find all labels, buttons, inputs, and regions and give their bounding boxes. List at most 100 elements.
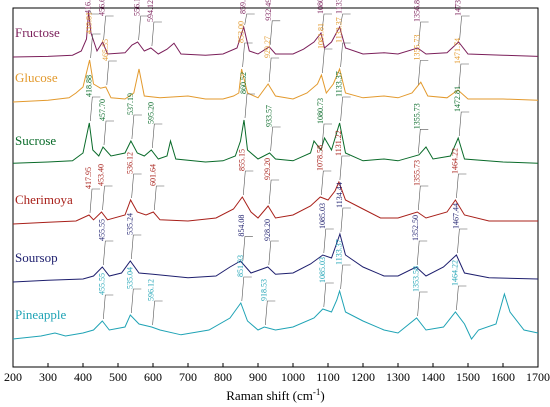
peak-marker-glucose <box>340 42 351 68</box>
peak-label-soursop: 455.55 <box>97 219 106 241</box>
peak-marker-sucrose <box>418 129 429 154</box>
series-line-pineapple <box>12 289 539 340</box>
peak-marker-sucrose <box>321 123 332 149</box>
peak-label-sucrose: 1133.37 <box>335 71 344 97</box>
sample-label-soursop: Soursop <box>15 250 58 265</box>
peak-label-cherimoya: 1464.22 <box>450 148 459 174</box>
sample-label-glucose: Glucose <box>15 70 58 85</box>
peak-marker-fructose <box>244 13 255 26</box>
peak-marker-fructose <box>138 15 149 41</box>
sample-label-fructose: Fructose <box>15 25 60 40</box>
peak-label-pineapple: 1353.58 <box>412 266 421 292</box>
x-axis-title-main: Raman shift (cm <box>226 388 313 403</box>
x-axis: 200 300 400 500 600 700 800 900 1000 1100 1200 1300… <box>4 363 550 384</box>
peak-marker-cherimoya <box>456 173 467 199</box>
peak-label-pineapple: 535.04 <box>125 267 134 289</box>
peak-label-cherimoya: 1355.73 <box>412 160 421 186</box>
peak-marker-pineapple <box>241 276 252 302</box>
x-tick-label: 1000 <box>281 370 305 384</box>
peak-label-soursop: 1352.50 <box>411 215 420 241</box>
peak-marker-sucrose <box>152 123 163 149</box>
peak-marker-sucrose <box>90 96 101 122</box>
peak-label-pineapple: 851.93 <box>236 255 245 277</box>
peak-marker-sucrose <box>458 111 470 137</box>
peak-label-fructose: 594.12 <box>146 0 155 22</box>
peak-marker-pineapple <box>340 264 351 290</box>
peak-label-glucose: 929.27 <box>263 36 272 58</box>
peak-label-fructose: 932.49 <box>264 0 273 21</box>
peak-label-sucrose: 1472.81 <box>453 86 462 112</box>
peak-label-soursop: 535.24 <box>125 213 134 235</box>
series-line-fructose <box>12 11 539 58</box>
peak-label-glucose: 853.00 <box>237 21 246 43</box>
peak-marker-cherimoya <box>243 170 254 196</box>
peak-marker-fructose <box>321 13 332 32</box>
peak-label-fructose: 556.12 <box>133 0 142 16</box>
peak-marker-fructose <box>459 15 470 41</box>
x-tick-label: 1700 <box>526 370 550 384</box>
peak-marker-sucrose <box>270 126 281 152</box>
peak-marker-soursop <box>323 228 334 254</box>
peak-label-fructose: 416.88 <box>84 0 93 14</box>
peak-marker-cherimoya <box>268 179 280 205</box>
peak-label-cherimoya: 601.64 <box>148 164 157 186</box>
peak-label-glucose: 419.81 <box>85 12 94 34</box>
peak-marker-soursop <box>131 234 142 260</box>
x-axis-title-sup: -1 <box>313 387 321 397</box>
peak-marker-glucose <box>418 60 429 85</box>
x-tick-label: 800 <box>214 370 232 384</box>
peak-label-soursop: 928.20 <box>263 219 272 241</box>
peak-marker-sucrose <box>103 120 114 146</box>
peak-label-cherimoya: 536.12 <box>126 152 135 174</box>
peak-marker-fructose <box>89 9 100 15</box>
x-tick-label: 600 <box>144 370 162 384</box>
peak-label-soursop: 1467.44 <box>451 203 460 229</box>
peak-marker-soursop <box>340 207 351 233</box>
peak-marker-cherimoya <box>154 185 165 211</box>
peak-label-pineapple: 1133.37 <box>335 239 344 265</box>
peak-label-layer: Fructose Glucose Sucrose Cherimoya Soursop Pi… <box>15 0 470 326</box>
peak-marker-sucrose <box>131 114 142 140</box>
x-tick-label: 1100 <box>316 370 340 384</box>
x-tick-label: 1600 <box>491 370 515 384</box>
x-tick-label: 400 <box>74 370 92 384</box>
peak-marker-glucose <box>458 63 469 89</box>
peak-label-cherimoya: 417.95 <box>84 167 93 189</box>
series-line-sucrose <box>12 119 539 164</box>
peak-marker-pineapple <box>103 294 114 320</box>
peak-label-soursop: 1085.03 <box>318 203 327 229</box>
peak-marker-fructose <box>269 20 281 45</box>
peak-marker-glucose <box>242 42 253 68</box>
peak-label-glucose: 465.55 <box>101 39 110 61</box>
peak-marker-cherimoya <box>418 185 429 211</box>
x-axis-title: Raman shift (cm-1) <box>226 387 325 403</box>
peak-label-sucrose: 933.57 <box>265 105 274 127</box>
x-tick-label: 900 <box>249 370 267 384</box>
peak-label-pineapple: 1464.22 <box>450 260 459 286</box>
peak-marker-soursop <box>416 240 428 266</box>
series-line-glucose <box>12 59 539 103</box>
sample-label-sucrose: Sucrose <box>15 133 56 148</box>
series-layer <box>12 11 539 340</box>
x-tick-label: 1400 <box>421 370 445 384</box>
peak-marker-sucrose <box>340 96 351 122</box>
x-tick-label: 200 <box>4 370 22 384</box>
peak-marker-cherimoya <box>102 185 113 211</box>
peak-label-glucose: 1471.74 <box>453 38 462 64</box>
peak-label-glucose: 1355.73 <box>412 35 421 61</box>
sample-label-pineapple: Pineapple <box>15 307 66 322</box>
peak-marker-soursop <box>103 240 114 266</box>
peak-label-fructose: 1356.80 <box>413 0 422 22</box>
peak-label-glucose: 1081.81 <box>316 23 325 49</box>
peak-label-soursop: 1134.44 <box>335 182 344 208</box>
peak-label-sucrose: 457.70 <box>98 99 107 121</box>
peak-label-soursop: 854.08 <box>237 215 246 237</box>
series-line-soursop <box>12 232 539 283</box>
peak-label-cherimoya: 929.20 <box>263 158 272 180</box>
peak-label-sucrose: 1080.73 <box>316 98 325 124</box>
peak-label-cherimoya: 855.15 <box>237 149 246 171</box>
peak-marker-fructose <box>418 21 429 47</box>
peak-marker-soursop <box>242 236 253 261</box>
peak-label-pineapple: 918.53 <box>259 279 268 301</box>
peak-marker-pineapple <box>131 288 142 314</box>
